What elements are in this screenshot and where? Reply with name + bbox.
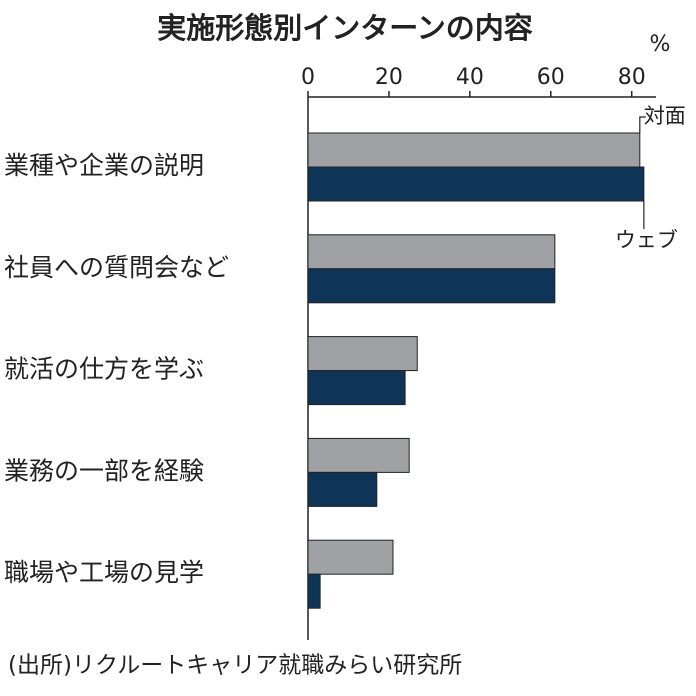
x-tick-label: 80 <box>618 65 646 90</box>
source-note: (出所)リクルートキャリア就職みらい研究所 <box>8 653 462 679</box>
series-label: 対面 <box>644 104 686 128</box>
category-label: 就活の仕方を学ぶ <box>4 355 204 384</box>
bar <box>307 437 410 473</box>
bar <box>307 370 406 406</box>
leader-line <box>639 116 646 133</box>
series-label: ウェブ <box>615 228 678 252</box>
bar <box>307 132 641 168</box>
category-label: 社員への質問会など <box>4 253 229 282</box>
x-tick-label: 60 <box>537 65 565 90</box>
bar <box>307 573 321 609</box>
chart-title: 実施形態別インターンの内容 <box>157 11 533 45</box>
bar <box>307 539 394 575</box>
unit-label: % <box>650 32 671 57</box>
x-tick-label: 0 <box>301 65 315 90</box>
x-tick-label: 20 <box>375 65 403 90</box>
bar <box>307 471 378 507</box>
bar <box>307 336 418 372</box>
x-tick-label: 40 <box>456 65 484 90</box>
category-label: 職場や工場の見学 <box>4 558 204 587</box>
bar <box>307 234 556 270</box>
bar <box>307 166 645 202</box>
category-label: 業務の一部を経験 <box>4 456 204 485</box>
category-label: 業種や企業の説明 <box>4 151 204 180</box>
bar <box>307 268 556 304</box>
